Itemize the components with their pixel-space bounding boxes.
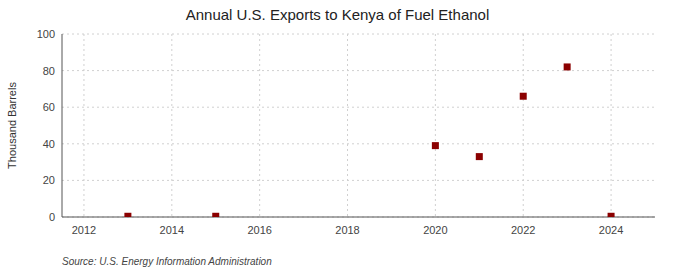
grid-line-x [435, 34, 436, 217]
x-tick-label: 2022 [511, 224, 535, 236]
point [432, 142, 439, 149]
y-tick-label: 100 [37, 28, 55, 40]
grid-line-x [523, 34, 524, 217]
source-note: Source: U.S. Energy Information Administ… [62, 256, 272, 267]
point [476, 153, 483, 160]
x-tick-label: 2012 [72, 224, 96, 236]
x-axis-line [62, 217, 655, 218]
y-axis-line [62, 34, 63, 217]
grid-line-y [62, 143, 655, 144]
chart-container: Annual U.S. Exports to Kenya of Fuel Eth… [0, 0, 675, 275]
grid-line-y [62, 34, 655, 35]
y-tick-label: 60 [43, 101, 55, 113]
x-tick-label: 2024 [599, 224, 623, 236]
point [608, 213, 615, 217]
grid-line-y [62, 180, 655, 181]
y-tick-label: 0 [49, 211, 55, 223]
y-tick-label: 40 [43, 138, 55, 150]
grid [62, 34, 655, 217]
title: Annual U.S. Exports to Kenya of Fuel Eth… [186, 6, 490, 23]
grid-line-x [347, 34, 348, 217]
point [212, 213, 219, 217]
grid-line-x [259, 34, 260, 217]
grid-line-x [611, 34, 612, 217]
x-tick-label: 2016 [247, 224, 271, 236]
y-axis-label: Thousand Barrels [6, 82, 18, 169]
point [520, 93, 527, 100]
grid-line-x [83, 34, 84, 217]
x-tick-label: 2018 [335, 224, 359, 236]
points [124, 63, 614, 217]
grid-line-y [62, 217, 655, 218]
y-tick-label: 80 [43, 65, 55, 77]
chart: Annual U.S. Exports to Kenya of Fuel Eth… [0, 0, 675, 275]
x-tick-label: 2014 [160, 224, 184, 236]
grid-line-y [62, 107, 655, 108]
grid-line-x [171, 34, 172, 217]
point [124, 213, 131, 217]
y-tick-label: 20 [43, 174, 55, 186]
point [564, 63, 571, 70]
x-tick-label: 2020 [423, 224, 447, 236]
